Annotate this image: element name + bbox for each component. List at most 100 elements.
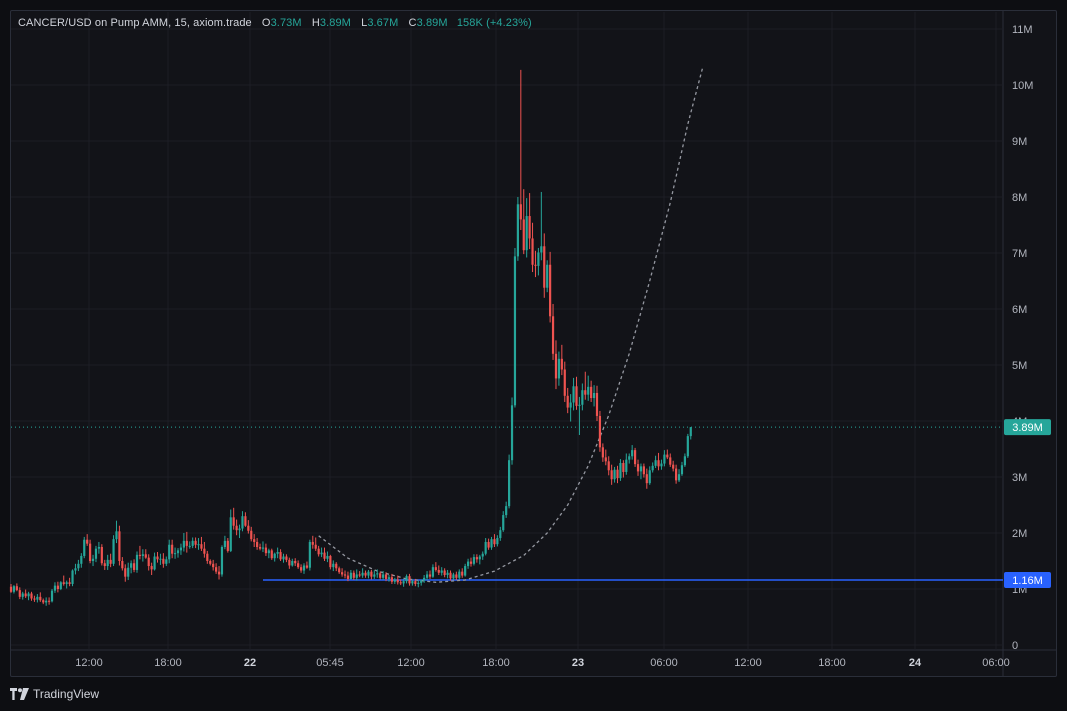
candle-body (215, 567, 218, 572)
candle-body (279, 552, 282, 560)
candle-body (329, 555, 332, 568)
candle-body (633, 450, 637, 465)
candle-body (402, 581, 405, 584)
change-value: 158K (+4.23%) (456, 17, 532, 29)
candle-body (417, 582, 420, 584)
candle-body (53, 585, 57, 591)
candle-body (490, 539, 493, 548)
candle-body (428, 574, 432, 577)
drawing-overlays (11, 68, 1003, 583)
candle-body (557, 358, 561, 379)
x-tick-label: 12:00 (75, 657, 103, 669)
candle-body (33, 598, 36, 600)
candle-body (127, 567, 130, 577)
candle-body (173, 553, 177, 555)
candle-body (528, 216, 531, 239)
candle-body (654, 460, 657, 466)
candle-body (505, 506, 508, 516)
price-axis: 01M2M3M4M5M6M7M8M9M10M11M (1012, 24, 1033, 652)
candle-body (458, 571, 461, 578)
candle-body (256, 541, 259, 547)
candle-body (636, 464, 640, 472)
candle-body (56, 585, 59, 589)
candle-body (487, 541, 490, 548)
candle-body (496, 538, 499, 545)
candle-body (683, 456, 686, 466)
candle-body (27, 593, 30, 597)
candle-body (68, 582, 71, 584)
candle-body (153, 556, 156, 570)
open-label: O (261, 17, 271, 29)
y-tick-label: 7M (1012, 248, 1027, 260)
candle-body (642, 466, 645, 475)
candle-body (663, 454, 666, 464)
candle-body (335, 563, 338, 569)
low-value: 3.67M (367, 17, 399, 29)
candle-body (466, 561, 470, 567)
symbol-title[interactable]: CANCER/USD on Pump AMM, 15, axiom.trade (18, 17, 252, 29)
candle-body (572, 386, 575, 403)
candle-body (47, 600, 51, 602)
ohlc-legend: CANCER/USD on Pump AMM, 15, axiom.trade … (18, 17, 532, 29)
candle-body (42, 600, 45, 603)
parabolic-curve (318, 68, 704, 583)
candle-body (103, 563, 106, 567)
tradingview-footer[interactable]: TradingView (10, 685, 99, 703)
candle-body (238, 528, 241, 531)
grid-lines (11, 11, 1056, 676)
x-tick-label: 12:00 (734, 657, 762, 669)
candle-body (475, 557, 478, 560)
candle-body (408, 576, 411, 584)
candle-body (563, 369, 566, 396)
candle-body (162, 558, 165, 564)
candle-body (138, 554, 142, 556)
candle-body (132, 563, 136, 570)
x-tick-label: 05:45 (316, 657, 344, 669)
candle-body (396, 579, 399, 583)
candle-body (411, 581, 414, 584)
candle-body (601, 447, 604, 458)
candle-body (425, 574, 429, 578)
candle-body (587, 386, 590, 395)
candle-body (346, 575, 350, 579)
candle-body (91, 558, 95, 561)
candle-body (581, 390, 584, 405)
y-tick-label: 3M (1012, 472, 1027, 484)
candle-body (332, 563, 335, 568)
candle-body (185, 540, 188, 546)
candle-body (675, 468, 678, 481)
tradingview-brand: TradingView (33, 687, 100, 701)
candle-body (229, 517, 232, 551)
candle-body (645, 474, 648, 484)
candle-body (176, 550, 180, 554)
candle-body (326, 555, 329, 559)
candle-body (150, 566, 153, 570)
candle-body (282, 556, 285, 560)
current-price-label: 3.89M (1012, 422, 1043, 434)
candle-body (592, 393, 596, 399)
candle-body (393, 579, 396, 582)
candle-body (604, 457, 607, 462)
candle-body (294, 561, 297, 564)
candle-body (39, 596, 42, 601)
candle-body (595, 393, 599, 416)
candle-body (65, 582, 68, 584)
candle-body (534, 264, 537, 266)
candle-body (677, 474, 681, 481)
candle-body (141, 554, 144, 556)
candle-body (74, 568, 77, 571)
candle-body (250, 530, 253, 540)
candle-body (179, 547, 183, 551)
close-label: C (408, 17, 417, 29)
x-tick-label: 18:00 (818, 657, 846, 669)
candle-body (478, 556, 481, 560)
candle-body (666, 454, 669, 458)
candle-body (669, 457, 672, 465)
candle-body (291, 561, 294, 566)
candle-body (338, 568, 341, 573)
candle-body (59, 582, 62, 589)
high-value: 3.89M (319, 17, 351, 29)
candle-body (156, 556, 159, 560)
candle-body (267, 550, 270, 554)
